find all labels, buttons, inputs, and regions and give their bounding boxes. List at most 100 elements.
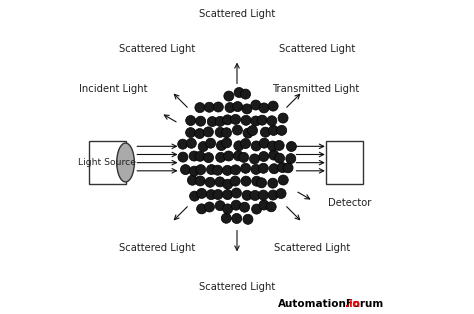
Circle shape xyxy=(269,164,279,174)
Circle shape xyxy=(195,128,205,138)
Circle shape xyxy=(230,165,240,175)
Circle shape xyxy=(241,163,251,173)
Circle shape xyxy=(197,204,207,214)
Circle shape xyxy=(269,150,279,160)
Circle shape xyxy=(259,200,269,210)
Circle shape xyxy=(240,89,251,99)
Bar xyxy=(90,141,126,184)
Circle shape xyxy=(178,152,188,162)
Text: Detector: Detector xyxy=(328,198,371,208)
Circle shape xyxy=(178,139,188,149)
Circle shape xyxy=(224,151,234,161)
Text: Scattered Light: Scattered Light xyxy=(199,282,275,292)
Circle shape xyxy=(242,190,252,200)
Circle shape xyxy=(230,114,241,124)
Circle shape xyxy=(203,153,214,163)
Circle shape xyxy=(250,191,260,201)
Circle shape xyxy=(203,127,213,137)
Circle shape xyxy=(232,125,242,135)
Circle shape xyxy=(215,116,225,127)
Circle shape xyxy=(233,151,244,161)
Circle shape xyxy=(267,116,277,126)
Circle shape xyxy=(259,138,269,148)
Text: Scattered Light: Scattered Light xyxy=(199,9,275,19)
Circle shape xyxy=(215,127,225,137)
Circle shape xyxy=(277,163,288,173)
Circle shape xyxy=(223,190,233,200)
Circle shape xyxy=(216,152,226,162)
Circle shape xyxy=(252,176,262,186)
Text: Light Source: Light Source xyxy=(78,158,137,167)
Circle shape xyxy=(195,103,205,113)
Circle shape xyxy=(222,138,232,148)
Circle shape xyxy=(196,116,206,126)
Circle shape xyxy=(198,142,208,152)
Circle shape xyxy=(186,116,196,126)
Circle shape xyxy=(207,116,217,127)
Circle shape xyxy=(222,115,233,125)
Circle shape xyxy=(276,188,286,198)
Circle shape xyxy=(225,102,235,112)
Circle shape xyxy=(257,115,267,125)
Circle shape xyxy=(238,152,249,162)
Circle shape xyxy=(247,126,257,136)
Circle shape xyxy=(204,102,214,112)
Circle shape xyxy=(260,127,271,137)
Circle shape xyxy=(259,103,269,113)
Circle shape xyxy=(256,178,266,188)
Circle shape xyxy=(232,214,242,224)
Circle shape xyxy=(283,163,293,173)
Circle shape xyxy=(251,116,261,126)
Circle shape xyxy=(286,142,296,152)
Circle shape xyxy=(222,165,232,176)
Circle shape xyxy=(196,165,206,175)
Circle shape xyxy=(233,101,243,111)
Circle shape xyxy=(286,154,296,164)
Circle shape xyxy=(239,202,250,212)
Circle shape xyxy=(224,91,234,101)
Circle shape xyxy=(252,204,262,214)
Circle shape xyxy=(234,141,244,151)
Circle shape xyxy=(231,188,241,198)
Circle shape xyxy=(258,163,268,173)
Circle shape xyxy=(213,165,223,175)
Ellipse shape xyxy=(117,143,134,182)
Circle shape xyxy=(181,165,191,175)
Circle shape xyxy=(206,190,216,200)
Text: .in: .in xyxy=(346,299,360,309)
Circle shape xyxy=(190,191,200,201)
Text: Scattered Light: Scattered Light xyxy=(279,44,355,54)
Circle shape xyxy=(231,200,241,210)
Circle shape xyxy=(215,177,225,187)
Circle shape xyxy=(241,115,251,125)
Circle shape xyxy=(251,141,261,151)
Text: Scattered Light: Scattered Light xyxy=(119,44,195,54)
Circle shape xyxy=(186,127,196,138)
Circle shape xyxy=(266,202,276,212)
Circle shape xyxy=(186,138,196,148)
Circle shape xyxy=(195,151,205,161)
Circle shape xyxy=(241,138,251,149)
Circle shape xyxy=(258,190,268,200)
Circle shape xyxy=(213,190,223,200)
Circle shape xyxy=(249,154,260,164)
Circle shape xyxy=(278,113,288,123)
Circle shape xyxy=(204,202,214,212)
Circle shape xyxy=(274,153,284,163)
Circle shape xyxy=(213,102,223,112)
Circle shape xyxy=(251,164,261,174)
Text: AutomationForum: AutomationForum xyxy=(278,299,384,309)
Circle shape xyxy=(268,178,278,188)
Circle shape xyxy=(189,166,199,176)
Circle shape xyxy=(241,176,251,186)
Circle shape xyxy=(223,204,233,214)
Circle shape xyxy=(207,165,217,175)
Circle shape xyxy=(243,128,253,138)
Circle shape xyxy=(189,151,199,161)
Circle shape xyxy=(234,88,244,98)
Circle shape xyxy=(243,214,253,224)
Circle shape xyxy=(215,201,225,211)
Circle shape xyxy=(277,125,287,135)
Text: Transmitted Light: Transmitted Light xyxy=(272,84,359,95)
Circle shape xyxy=(278,175,288,185)
